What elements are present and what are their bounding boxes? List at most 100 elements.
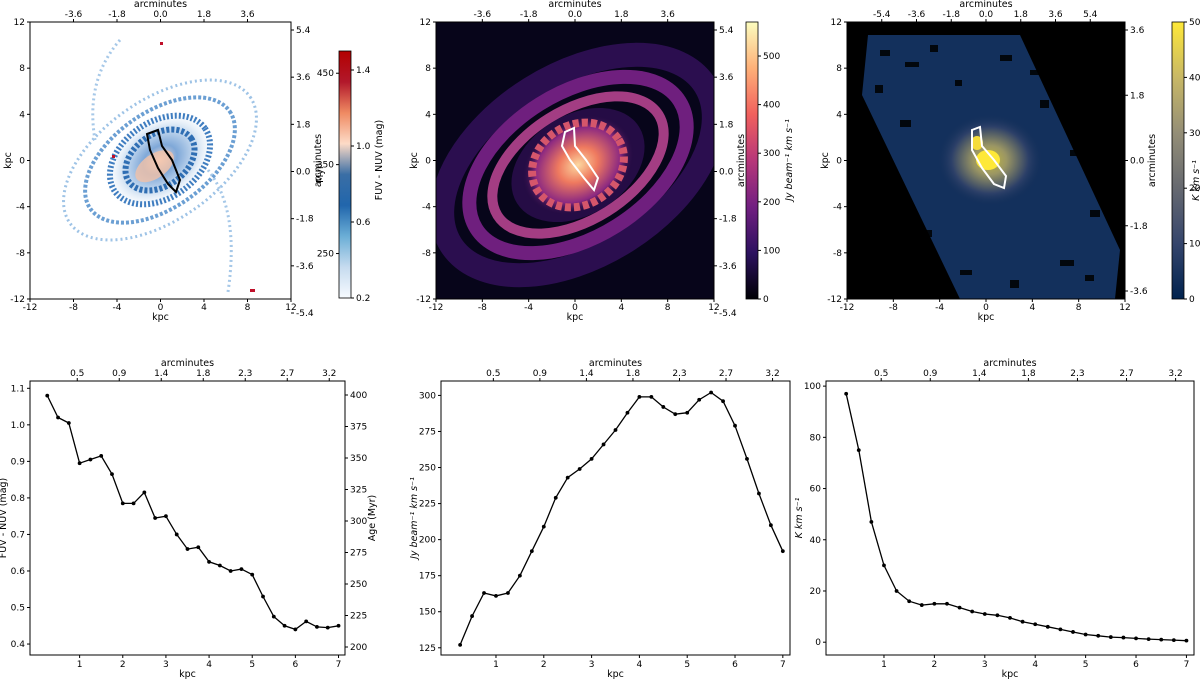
data-point	[882, 563, 886, 568]
right-tick-label: 5.4	[719, 26, 734, 36]
y-axis-label: kpc	[3, 152, 14, 169]
top-tick-label: 0.9	[533, 369, 548, 379]
data-point	[517, 573, 522, 578]
x-tick-label: 4	[206, 660, 212, 670]
x-tick-label: -12	[429, 303, 444, 313]
y-tick-label: 0.7	[11, 530, 25, 540]
data-point	[957, 605, 962, 610]
data-point	[894, 589, 899, 593]
data-point	[709, 390, 714, 395]
right-tick-label: 3.6	[719, 73, 734, 83]
y-tick-label: 1.1	[11, 384, 25, 394]
data-point	[1096, 633, 1101, 638]
data-point	[196, 545, 201, 550]
y-tick-label: 20	[810, 587, 822, 597]
x-tick-label: 5	[1083, 660, 1089, 670]
right-tick-label: 375	[350, 423, 367, 433]
data-point	[88, 457, 93, 462]
y-tick-label: 0	[19, 157, 25, 167]
y-tick-label: 4	[425, 110, 431, 120]
top-axis-label: arcminutes	[161, 358, 214, 369]
right-tick-label: 1.8	[719, 120, 734, 130]
y-tick-label: 0	[815, 638, 821, 648]
x-tick-label: 4	[1032, 660, 1038, 670]
data-point	[856, 448, 861, 453]
data-point	[1146, 637, 1151, 642]
data-point	[970, 609, 975, 614]
data-point	[1083, 632, 1088, 637]
data-point	[120, 501, 125, 506]
x-tick-label: 5	[684, 660, 690, 670]
x-tick-label: 1	[493, 660, 499, 670]
data-point	[768, 523, 773, 528]
data-point	[1008, 615, 1012, 620]
panel-uv-color-map: -12 -8 -4 0 4 8 12 12 8 4 0 -4 -8 -12 -3.6 -1.8 0.0 1.8 3.…	[3, 0, 385, 323]
y-tick-label: 0.9	[11, 457, 26, 467]
profile-line	[46, 395, 339, 631]
x-tick-label: -8	[478, 303, 487, 313]
data-point	[282, 623, 287, 628]
data-point	[458, 643, 463, 647]
right-tick-label: -5.4	[719, 309, 737, 319]
top-tick-label: -1.8	[942, 10, 960, 20]
colorbar-tick-label: 0.2	[356, 294, 370, 304]
right-tick-label: 0.0	[296, 168, 311, 178]
colorbar-tick-label: 400	[763, 101, 780, 111]
top-tick-label: 3.2	[322, 369, 336, 379]
data-point	[945, 601, 949, 606]
top-tick-label: 0.0	[979, 10, 994, 20]
data-point	[995, 613, 1000, 618]
x-tick-label: -12	[840, 303, 855, 313]
x-tick-label: 3	[982, 660, 988, 670]
x-tick-label: 0	[572, 303, 578, 313]
top-tick-label: -1.8	[108, 10, 126, 20]
y-tick-label: 0	[425, 157, 431, 167]
data-point	[721, 399, 725, 404]
y-axis-label: K km s⁻¹	[794, 497, 805, 538]
top-axis-label: arcminutes	[548, 0, 601, 10]
colorbar-tick-label: 1.4	[356, 66, 371, 76]
y-tick-label: 300	[419, 391, 436, 401]
data-point	[625, 410, 630, 415]
x-tick-label: 2	[932, 660, 938, 670]
profile-line	[459, 391, 784, 646]
right-tick-label: 200	[350, 643, 367, 653]
y-tick-label: 0.4	[11, 640, 26, 650]
y-tick-label: 1.0	[11, 421, 26, 431]
data-point	[315, 624, 319, 629]
data-point	[745, 456, 749, 461]
data-point	[228, 569, 233, 573]
data-point	[553, 495, 558, 500]
panel-uv-color-profile: 1 2 3 4 5 6 7 1.1 1.0 0.9 0.8 0.7 0.6 0.5 0.4 0.5 0.9 1.4…	[0, 358, 378, 680]
data-point	[1108, 635, 1113, 639]
top-tick-label: 0.5	[70, 369, 84, 379]
colorbar-tick-label: 100	[763, 246, 780, 256]
top-tick-label: 5.4	[1083, 10, 1098, 20]
data-point	[470, 614, 474, 618]
x-tick-label: 3	[589, 660, 595, 670]
colorbar-tick-label: 20	[1189, 184, 1200, 194]
data-point	[919, 603, 924, 607]
data-point	[697, 397, 702, 402]
y-axis-label: Jy beam⁻¹ km s⁻¹	[409, 477, 420, 561]
y-tick-label: 150	[419, 608, 436, 618]
y-tick-label: 12	[420, 18, 431, 28]
x-tick-label: 4	[637, 660, 643, 670]
x-tick-label: 6	[1133, 660, 1139, 670]
y-tick-label: 0.8	[11, 494, 26, 504]
x-tick-label: -8	[69, 303, 78, 313]
data-point	[185, 547, 190, 551]
data-point	[250, 572, 255, 577]
top-tick-label: 1.4	[972, 369, 987, 379]
y-tick-label: -12	[10, 295, 25, 305]
data-point	[271, 614, 276, 619]
right-tick-label: -1.8	[296, 215, 314, 225]
uv-colorbar-label: FUV - NUV (mag)	[374, 120, 385, 200]
colorbar-secondary-tick-label: 350	[317, 161, 334, 171]
right-tick-label: 250	[350, 580, 367, 590]
x-tick-label: 5	[249, 660, 255, 670]
top-axis-label: arcminutes	[589, 358, 642, 369]
top-tick-label: 1.8	[614, 10, 629, 20]
top-tick-label: 2.7	[280, 369, 294, 379]
